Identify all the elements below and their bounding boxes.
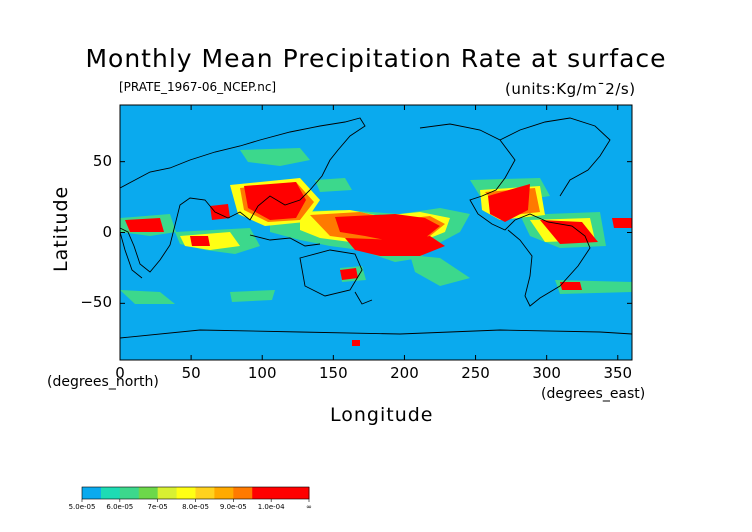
precipitation-field (120, 148, 632, 346)
file-label: [PRATE_1967-06_NCEP.nc] (119, 80, 277, 94)
colorbar-swatch (290, 487, 310, 499)
units-label: (units:Kg/m¯2/s) (505, 80, 636, 98)
colorbar-label: ∞ (306, 503, 312, 511)
chart-title: Monthly Mean Precipitation Rate at surfa… (85, 44, 667, 73)
y-tick-label: −50 (80, 293, 112, 312)
colorbar-swatch (233, 487, 253, 499)
colorbar-label: 8.0e-05 (182, 503, 209, 511)
x-tick-label: 200 (390, 364, 419, 382)
x-axis-label: Longitude (330, 404, 434, 426)
colorbar-swatch (119, 487, 140, 499)
x-tick-label: 50 (181, 364, 201, 382)
colorbar-swatch (138, 487, 159, 499)
colorbar-label: 7e-05 (147, 503, 168, 511)
x-tick-label: 100 (247, 364, 277, 382)
x-units-label: (degrees_east) (541, 386, 646, 402)
colorbar-label: 1.0e-04 (257, 503, 285, 511)
colorbar-swatch (252, 487, 272, 499)
x-tick-marks (119, 105, 619, 360)
colorbar-swatch (82, 487, 102, 499)
colorbar-swatch (100, 487, 121, 499)
colorbar-label: 5.0e-05 (68, 503, 96, 511)
x-tick-label: 150 (319, 364, 348, 382)
colorbar (81, 486, 310, 502)
y-tick-label: 0 (102, 222, 112, 241)
colorbar-swatch (214, 487, 234, 499)
x-tick-label: 350 (603, 364, 633, 382)
colorbar-label: 9.0e-05 (219, 503, 247, 511)
heavy-precip-patches (125, 182, 632, 346)
colorbar-swatch (271, 487, 291, 499)
colorbar-swatch (176, 487, 196, 499)
colorbar-swatch (157, 487, 178, 499)
y-tick-label: 50 (92, 151, 112, 170)
y-axis-label: Latitude (50, 185, 72, 272)
x-tick-label: 300 (532, 364, 561, 382)
y-tick-marks (120, 161, 632, 304)
colorbar-label: 6.0e-05 (106, 503, 134, 511)
x-tick-label: 0 (115, 364, 125, 382)
coastlines (120, 117, 632, 339)
y-units-label: (degrees_north) (47, 374, 159, 390)
colorbar-swatch (195, 487, 215, 499)
x-tick-label: 250 (461, 364, 490, 382)
